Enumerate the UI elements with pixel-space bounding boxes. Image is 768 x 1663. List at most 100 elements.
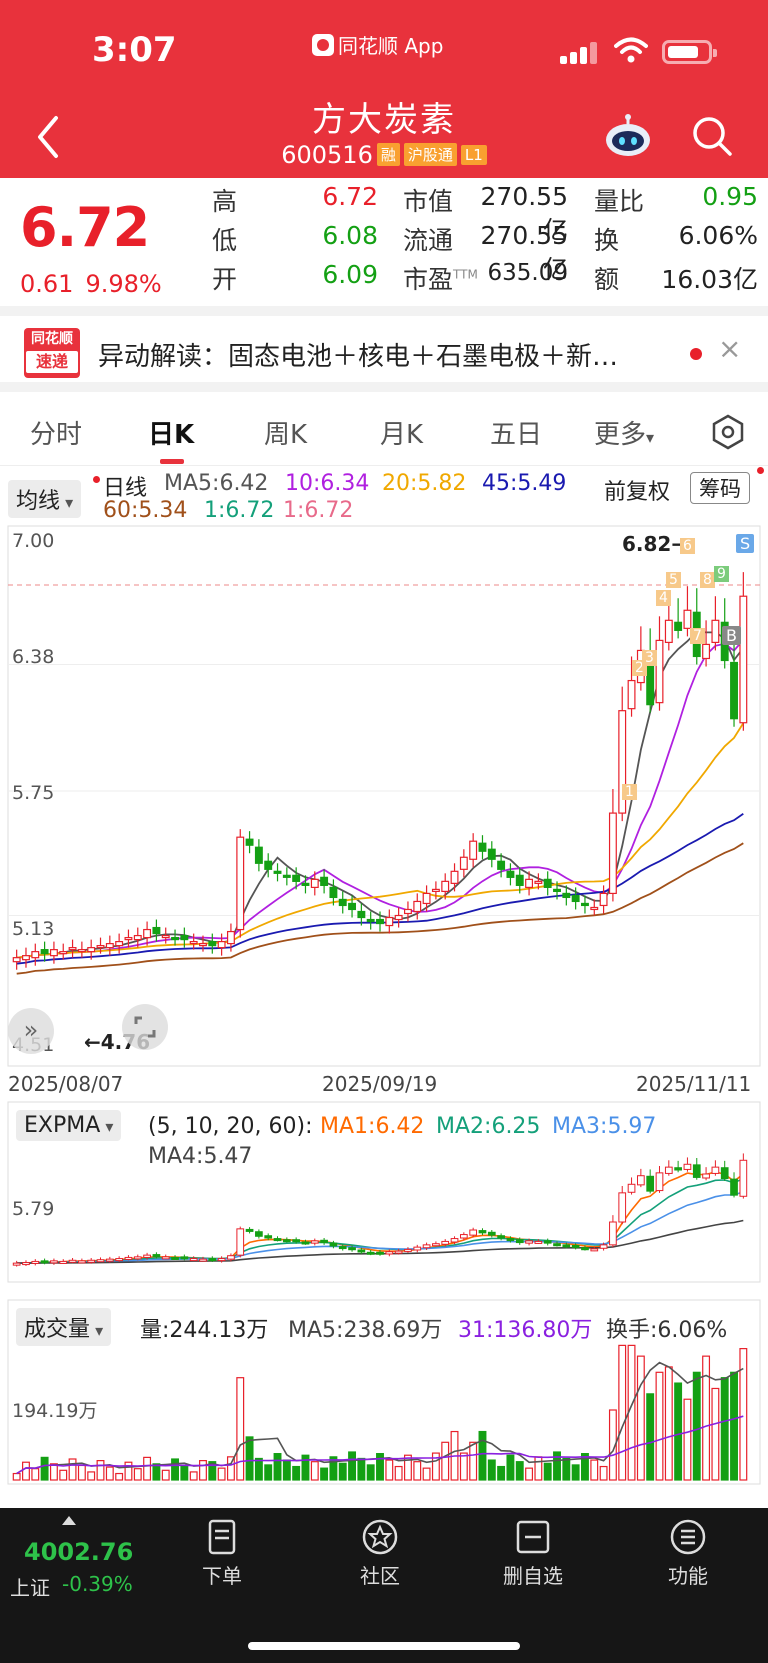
td-signal-8: 8 bbox=[700, 572, 715, 588]
expma-candle-body bbox=[124, 1256, 133, 1260]
nav-functions[interactable]: 功能 bbox=[648, 1518, 728, 1589]
candle-body bbox=[143, 928, 152, 939]
tab-five-day[interactable]: 五日 bbox=[490, 420, 543, 450]
tab-weekly[interactable]: 周K bbox=[264, 420, 308, 450]
quote-value-high: 6.72 bbox=[322, 182, 378, 211]
settings-hexagon-icon[interactable] bbox=[710, 414, 746, 450]
expma-candle-body bbox=[571, 1244, 580, 1248]
candle-body bbox=[730, 661, 738, 720]
volume-bar bbox=[236, 1377, 245, 1481]
robot-assistant-icon[interactable] bbox=[603, 114, 653, 158]
expma-candle-body bbox=[478, 1230, 487, 1234]
expma-candle-body bbox=[534, 1240, 543, 1244]
expma-candle-body bbox=[664, 1166, 673, 1174]
volume-bar bbox=[730, 1371, 738, 1481]
candle-body bbox=[329, 886, 338, 899]
volume-bar bbox=[329, 1456, 338, 1481]
expand-arrows-icon[interactable]: » bbox=[8, 1008, 54, 1054]
news-unread-dot bbox=[690, 348, 702, 360]
volume-bar bbox=[226, 1456, 235, 1481]
tab-daily[interactable]: 日K bbox=[148, 420, 195, 450]
volume-bar bbox=[385, 1459, 394, 1481]
expma-candle-body bbox=[217, 1258, 226, 1262]
volume-bar bbox=[357, 1457, 366, 1481]
candle-body bbox=[664, 619, 673, 644]
volume-bar bbox=[320, 1467, 329, 1481]
nav-community[interactable]: 社区 bbox=[340, 1518, 420, 1589]
volume-ma31-line bbox=[16, 1415, 744, 1475]
search-icon[interactable] bbox=[690, 114, 734, 158]
expma-candle-body bbox=[739, 1159, 748, 1197]
candle-body bbox=[254, 846, 263, 864]
price-change: 0.61 9.98% bbox=[20, 270, 174, 298]
indicator-selector-expma[interactable]: EXPMA bbox=[16, 1110, 122, 1141]
volume-bar bbox=[413, 1461, 422, 1481]
candle-body bbox=[376, 918, 384, 925]
volume-bar bbox=[618, 1344, 627, 1481]
candle-body bbox=[105, 943, 114, 949]
volume-bar bbox=[655, 1371, 664, 1481]
back-button[interactable] bbox=[34, 112, 64, 162]
quote-panel: 6.72 0.61 9.98% 高 6.72 市值 270.55亿 量比 0.95… bbox=[0, 178, 768, 316]
candle-body bbox=[161, 934, 170, 939]
indicator-selector-volume[interactable]: 成交量 bbox=[16, 1308, 112, 1346]
candle-body bbox=[49, 949, 58, 957]
expma-candle-body bbox=[133, 1256, 142, 1260]
news-close-button[interactable]: × bbox=[718, 332, 742, 365]
candle-body bbox=[226, 930, 235, 945]
kline-chart-area[interactable] bbox=[0, 0, 768, 1508]
volume-bar bbox=[208, 1461, 217, 1481]
tab-active-indicator bbox=[160, 459, 184, 464]
candle-body bbox=[264, 860, 273, 870]
volume-bar bbox=[348, 1451, 357, 1481]
tab-more[interactable]: 更多▾ bbox=[594, 414, 654, 451]
wifi-icon bbox=[614, 37, 648, 63]
nav-remove-watchlist[interactable]: 删自选 bbox=[493, 1518, 573, 1589]
candle-body bbox=[590, 906, 599, 911]
expma-candle-body bbox=[320, 1239, 328, 1244]
tab-intraday[interactable]: 分时 bbox=[30, 420, 83, 450]
volume-bar bbox=[49, 1463, 58, 1481]
expma-candle-body bbox=[376, 1251, 384, 1255]
volume-bar bbox=[515, 1461, 524, 1481]
expma-candle-body bbox=[152, 1254, 161, 1258]
expma-candle-body bbox=[692, 1164, 701, 1178]
high-price-marker: 6.82→ bbox=[622, 532, 689, 556]
expma-candle-body bbox=[236, 1228, 245, 1256]
volume-bar bbox=[310, 1461, 319, 1481]
expma-candle-body bbox=[720, 1167, 729, 1180]
volume-bar bbox=[199, 1460, 207, 1481]
volume-bar bbox=[301, 1454, 310, 1481]
volume-bar bbox=[282, 1459, 291, 1481]
quote-value-volratio: 0.95 bbox=[702, 182, 758, 211]
collapse-arrow-icon[interactable] bbox=[62, 1516, 76, 1525]
expma-candle-body bbox=[357, 1249, 366, 1253]
expma-candle-body bbox=[413, 1246, 422, 1251]
volume-bar bbox=[40, 1456, 49, 1481]
indicator-selector-ma[interactable]: 均线 bbox=[8, 480, 82, 518]
volume-bar bbox=[534, 1456, 543, 1481]
expma-candle-body bbox=[338, 1246, 347, 1250]
volume-bar bbox=[646, 1393, 655, 1481]
adjust-mode-button[interactable]: 前复权 bbox=[604, 480, 671, 505]
nav-order[interactable]: 下单 bbox=[182, 1518, 262, 1589]
volume-bar bbox=[59, 1469, 68, 1481]
status-time: 3:07 bbox=[92, 30, 177, 70]
quote-label-pe-sup: TTM bbox=[453, 267, 478, 282]
candle-body bbox=[310, 878, 319, 888]
expma-candle-body bbox=[487, 1231, 496, 1236]
index-value[interactable]: 4002.76 bbox=[24, 1538, 134, 1566]
candle-body bbox=[338, 898, 347, 907]
legend-ma60: 60:5.34 bbox=[103, 498, 188, 523]
chip-distribution-button[interactable]: 筹码 bbox=[690, 472, 750, 504]
quote-value-turnover: 6.06% bbox=[678, 221, 758, 250]
candle-body bbox=[525, 878, 534, 888]
candle-body bbox=[599, 892, 608, 907]
crop-icon[interactable] bbox=[122, 1004, 168, 1050]
news-text[interactable]: 异动解读：固态电池＋核电＋石墨电极＋新… bbox=[98, 342, 619, 372]
news-banner[interactable]: 同花顺 速递 异动解读：固态电池＋核电＋石墨电极＋新… × bbox=[0, 316, 768, 392]
tab-monthly[interactable]: 月K bbox=[380, 420, 424, 450]
ma20-line bbox=[16, 722, 745, 959]
bottom-nav: 4002.76 上证 -0.39% 下单 社区 删自选 功能 bbox=[0, 1508, 768, 1663]
quote-label-float: 流通 bbox=[403, 226, 454, 255]
